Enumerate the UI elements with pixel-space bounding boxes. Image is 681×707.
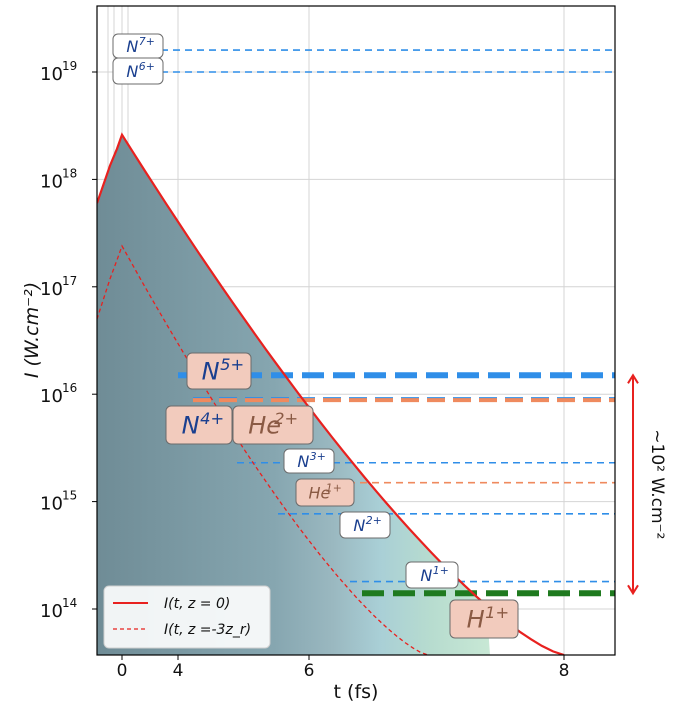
y-tick-base: 10: [40, 64, 63, 85]
ion-label-charge: 1+: [326, 482, 342, 495]
ion-label-charge: 2+: [366, 514, 382, 527]
legend-label: I(t, z =-3z_r): [164, 622, 251, 638]
ion-label-text: H: [467, 606, 485, 634]
ion-label-charge: 2+: [274, 409, 298, 428]
range-label: ~10² W.cm⁻²: [647, 429, 667, 539]
ion-label-text: N: [202, 358, 220, 386]
y-tick-base: 10: [40, 601, 63, 622]
ion-label-he-2plus: He2+: [232, 405, 314, 445]
x-axis-label: t (fs): [334, 681, 379, 703]
x-tick-label: 8: [559, 661, 570, 681]
y-axis-label: I (W.cm⁻²): [21, 282, 43, 378]
legend-label: I(t, z = 0): [164, 596, 230, 612]
ion-label-text: He: [248, 412, 281, 440]
ion-label-n-7plus: N 7+: [112, 33, 164, 59]
ion-label-n-5plus: N 5+: [186, 352, 252, 390]
y-tick-exp: 14: [62, 596, 77, 610]
x-tick-label: 4: [173, 661, 184, 681]
ion-label-he-1plus: He1+: [295, 478, 355, 507]
ion-label-n-4plus: N 4+: [165, 405, 233, 445]
ionization-area: [97, 134, 490, 655]
range-annotation: ~10² W.cm⁻²: [627, 373, 667, 596]
ion-label-text: N: [353, 516, 365, 535]
ion-label-n-1plus: N 1+: [405, 561, 459, 589]
legend: I(t, z = 0) I(t, z =-3z_r): [103, 585, 271, 649]
ion-label-charge: 3+: [310, 450, 326, 463]
ion-label-charge: 6+: [139, 60, 155, 73]
ion-label-charge: 4+: [200, 409, 224, 428]
curve-z-3zr: [97, 244, 429, 655]
x-tick-label: 0: [117, 661, 128, 681]
ion-label-charge: 1+: [485, 603, 509, 622]
y-tick-exp: 15: [62, 489, 77, 503]
y-tick-exp: 16: [62, 381, 77, 395]
x-tick-label: 6: [304, 661, 315, 681]
ion-label-text: N: [297, 452, 309, 471]
y-tick-exp: 17: [62, 274, 77, 288]
plot-frame: [96, 5, 616, 656]
ion-label-n-3plus: N 3+: [283, 448, 335, 474]
ion-label-n-6plus: N 6+: [112, 57, 164, 85]
range-arrow-head-bottom: [627, 584, 639, 596]
y-tick-exp: 18: [62, 166, 77, 180]
ion-label-text: N: [126, 37, 138, 56]
legend-box: [103, 585, 271, 649]
ion-label-h-1plus: H 1+: [449, 599, 519, 639]
ion-label-text: N: [182, 412, 200, 440]
ion-label-charge: 1+: [433, 564, 449, 577]
ion-label-n-2plus: N 2+: [339, 511, 391, 539]
x-ticks: 0 4 6 8: [117, 655, 570, 681]
ion-labels: N 7+N 6+N 5+N 4+ He2+N 3+He1+N 2+N 1+H 1+: [112, 33, 519, 639]
ion-label-charge: 5+: [220, 355, 244, 374]
y-tick-exp: 19: [62, 59, 77, 73]
area-fill: [97, 134, 490, 655]
y-tick-base: 10: [40, 494, 63, 515]
ion-label-text: N: [126, 62, 138, 81]
y-tick-base: 10: [40, 171, 63, 192]
y-tick-base: 10: [40, 386, 63, 407]
ion-label-text: N: [420, 566, 432, 585]
ion-label-charge: 7+: [139, 35, 155, 48]
ion-label-text: He: [308, 483, 330, 502]
range-arrow-head-top: [627, 373, 639, 384]
y-tick-base: 10: [40, 279, 63, 300]
